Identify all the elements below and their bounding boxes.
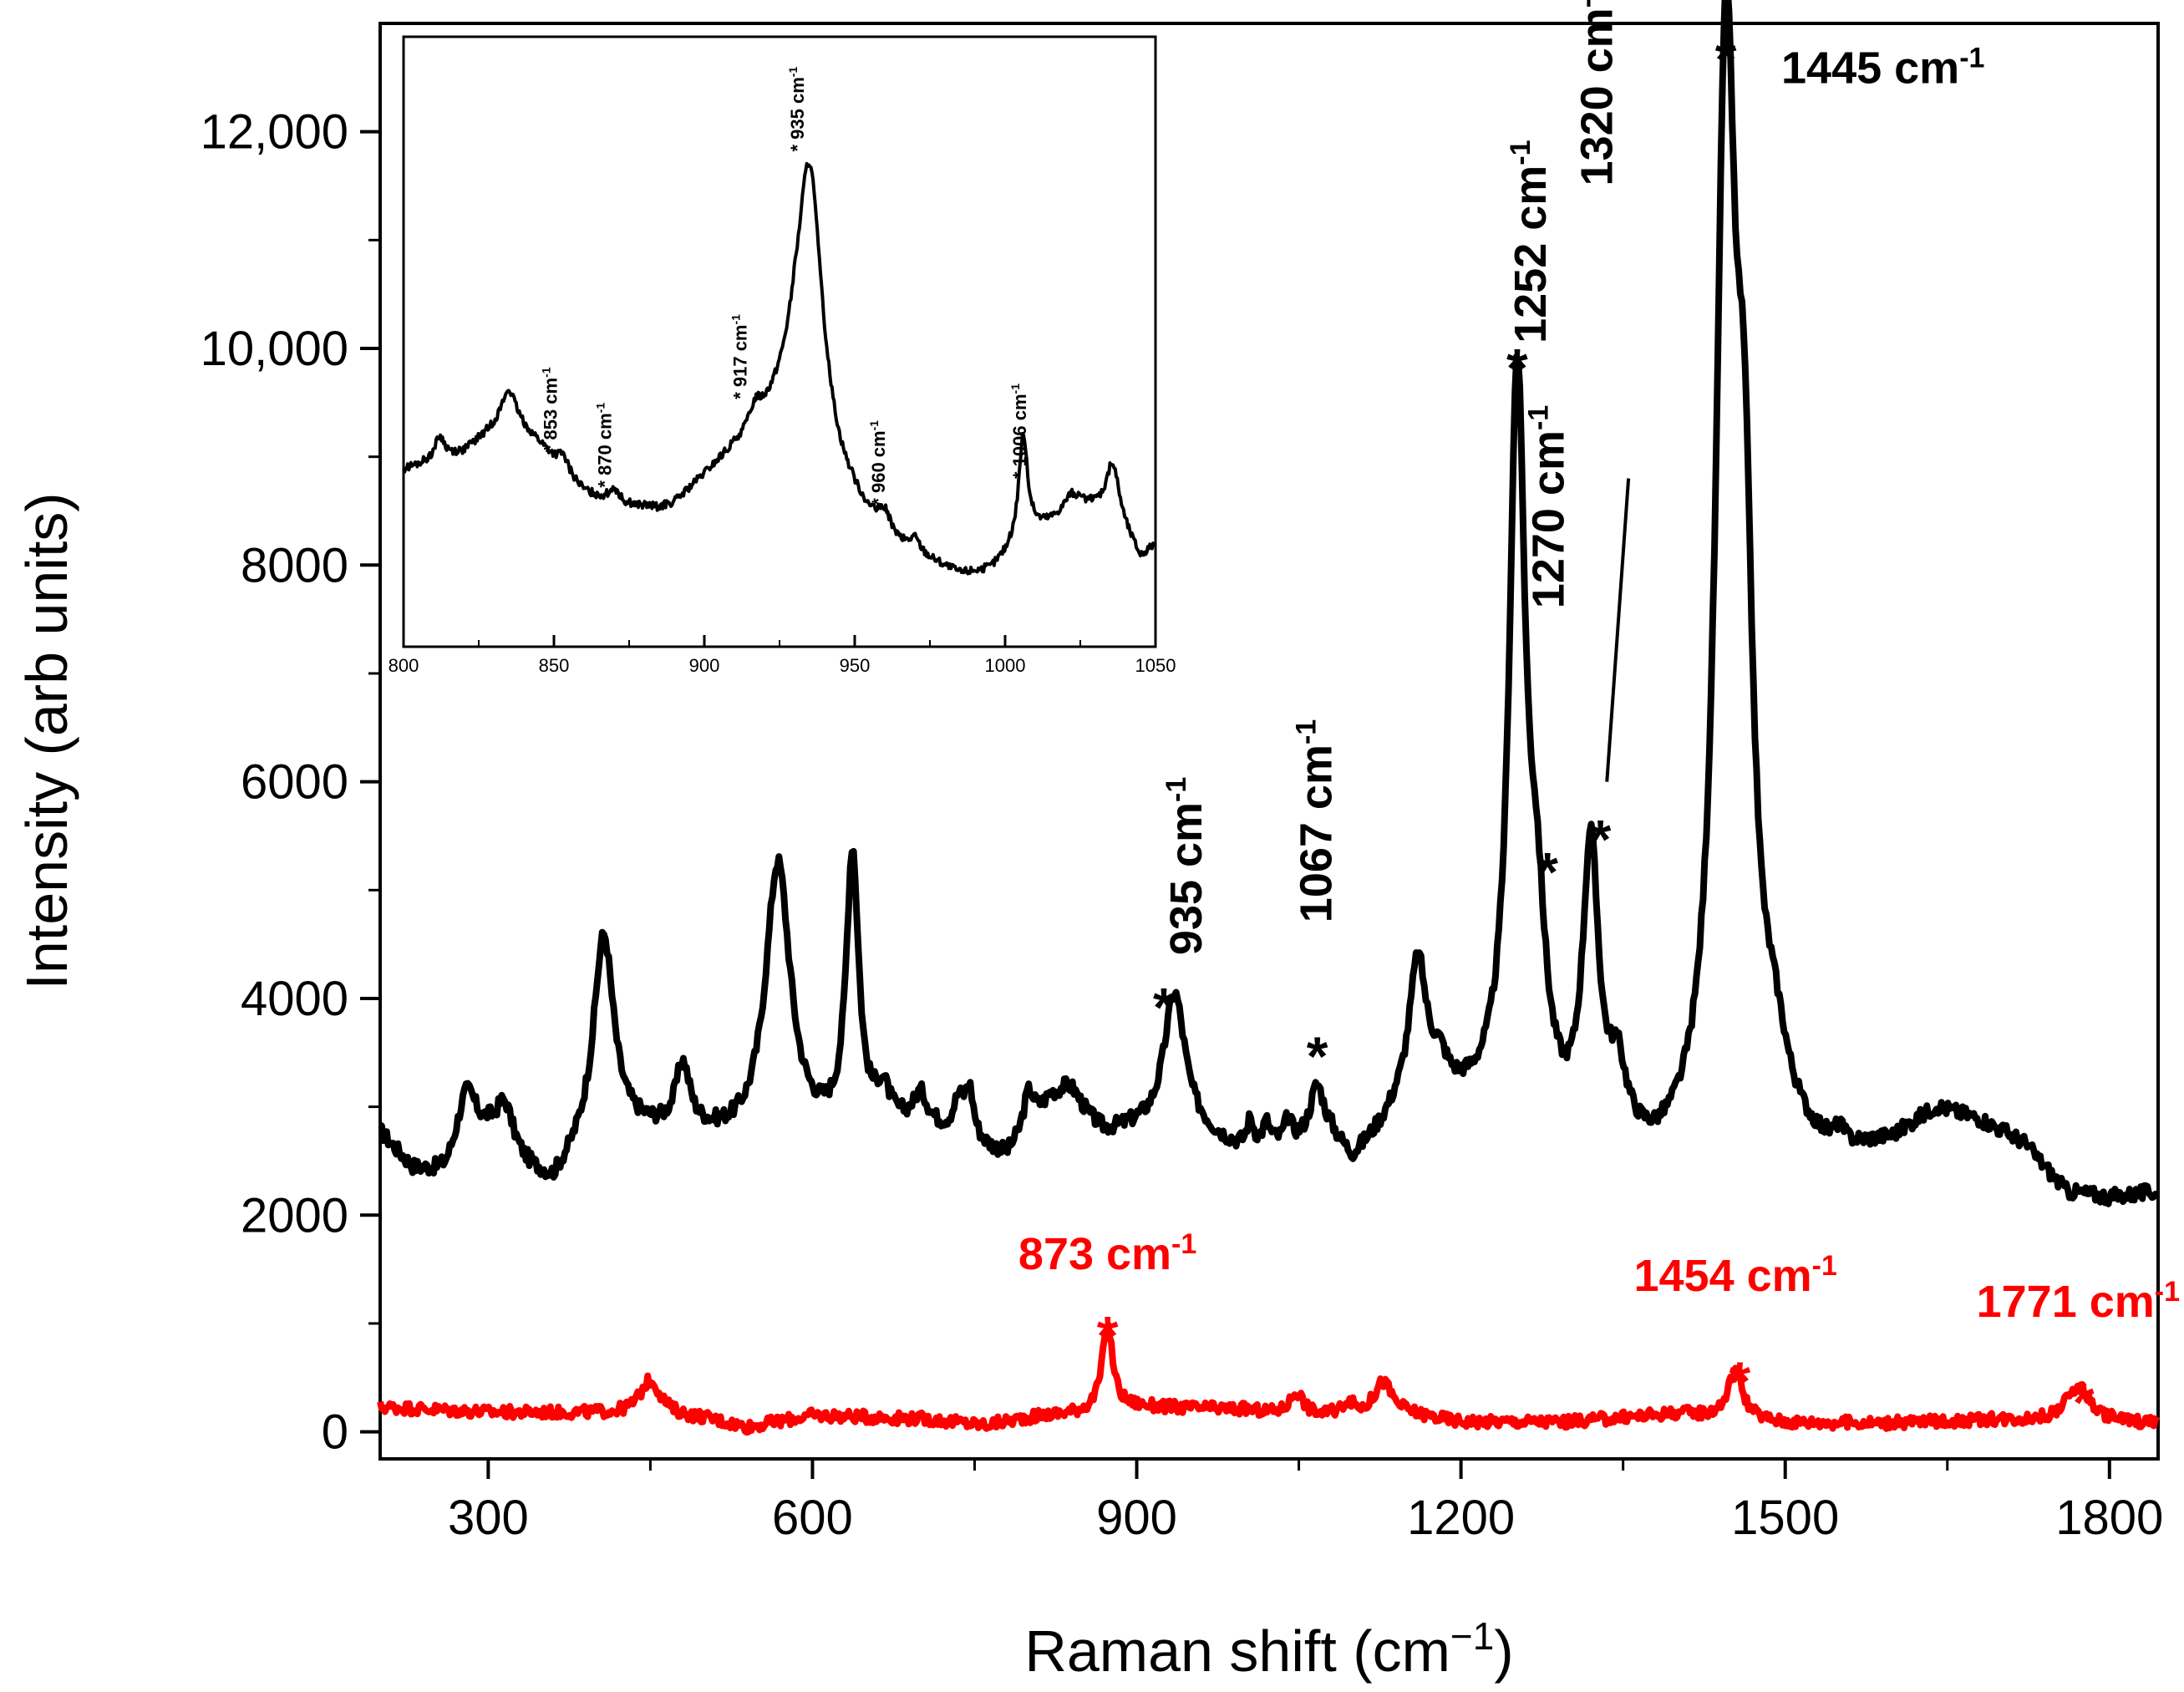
peak-asterisk: * <box>1590 808 1612 870</box>
y-axis-title: Intensity (arb units) <box>14 492 79 989</box>
x-tick-label: 600 <box>772 1491 853 1545</box>
y-tick-label: 2000 <box>241 1188 348 1242</box>
inset-peak-label: * 917 cm-1 <box>729 314 750 399</box>
peak-asterisk: * <box>1536 841 1558 902</box>
leader-line <box>1605 478 1631 782</box>
inset-background <box>404 37 1155 647</box>
inset-plot: 800 850 900 950 1000 1050 * 853 cm-1 * 870 cm-… <box>389 35 1176 676</box>
peak-label: 1771 cm-1 <box>1977 1276 2180 1327</box>
peak-asterisk: * <box>1506 337 1528 399</box>
inset-series-line <box>402 161 1157 576</box>
x-tick-label: 300 <box>448 1491 529 1545</box>
inset-x-axis-ticks: 800 850 900 950 1000 1050 <box>389 635 1176 676</box>
x-axis-title: Raman shift (cm−1) <box>1024 1614 1513 1684</box>
inset-x-tick-label: 950 <box>840 655 871 676</box>
main-plot: 300 600 900 1200 1500 1800 0 2000 4000 6000 8000 1… <box>14 0 2180 1684</box>
peak-label: 1320 cm-1 <box>1572 0 1623 186</box>
peak-label: 1270 cm-1 <box>1523 405 1574 608</box>
inset-series-group <box>402 161 1157 576</box>
inset-x-tick-label: 1000 <box>985 655 1026 676</box>
y-tick-label: 8000 <box>241 538 348 592</box>
inset-peak-label: * 935 cm-1 <box>786 67 808 152</box>
main-x-axis-ticks: 300 600 900 1200 1500 1800 <box>448 1459 2163 1545</box>
main-y-axis-ticks: 0 2000 4000 6000 8000 10,000 12,000 <box>201 105 380 1460</box>
main-series-group <box>377 0 2161 1436</box>
peak-label: 1252 cm-1 <box>1505 140 1556 343</box>
peak-label: 935 cm-1 <box>1161 777 1211 955</box>
y-tick-label: 10,000 <box>201 322 348 376</box>
inset-x-tick-label: 850 <box>539 655 570 676</box>
peak-label: 1067 cm-1 <box>1290 719 1341 922</box>
leader-line-group <box>1605 478 1631 782</box>
y-tick-label: 6000 <box>241 755 348 810</box>
series-line-black <box>378 0 2160 1207</box>
main-plot-frame <box>378 22 2160 1461</box>
peak-asterisk: * <box>1307 1025 1328 1087</box>
inset-peak-label: * 853 cm-1 <box>540 367 561 452</box>
peak-label: 873 cm-1 <box>1018 1228 1196 1279</box>
peak-asterisk: * <box>1715 28 1737 90</box>
main-peak-asterisks: * * * * * * * * * <box>1097 28 2095 1434</box>
x-tick-label: 1800 <box>2055 1491 2163 1545</box>
x-tick-label: 900 <box>1096 1491 1177 1545</box>
peak-label: 1454 cm-1 <box>1633 1250 1836 1301</box>
inset-peak-label: * 870 cm-1 <box>593 403 615 488</box>
peak-asterisk: * <box>1153 976 1175 1038</box>
main-peak-annotations: 1445 cm-1 1252 cm-1 1320 cm-1 1270 cm-1 1067… <box>1018 0 2180 1327</box>
inset-peak-labels: * 853 cm-1 * 870 cm-1 * 917 cm-1 * 935 cm-1… <box>540 67 1031 506</box>
series-line-red <box>377 1321 2161 1436</box>
inset-peak-label: * 1006 cm-1 <box>1008 384 1030 479</box>
inset-x-tick-label: 900 <box>689 655 720 676</box>
peak-asterisk: * <box>1097 1304 1119 1366</box>
peak-label: 1445 cm-1 <box>1781 42 1984 93</box>
inset-peak-label: * 960 cm-1 <box>867 420 889 506</box>
peak-asterisk: * <box>1729 1350 1751 1412</box>
y-tick-label: 12,000 <box>201 105 348 160</box>
inset-x-tick-label: 800 <box>389 655 419 676</box>
x-tick-label: 1500 <box>1731 1491 1839 1545</box>
y-tick-label: 0 <box>322 1405 348 1460</box>
x-tick-label: 1200 <box>1407 1491 1515 1545</box>
inset-x-tick-label: 1050 <box>1135 655 1176 676</box>
peak-asterisk: * <box>2073 1372 2095 1434</box>
y-tick-label: 4000 <box>241 972 348 1026</box>
